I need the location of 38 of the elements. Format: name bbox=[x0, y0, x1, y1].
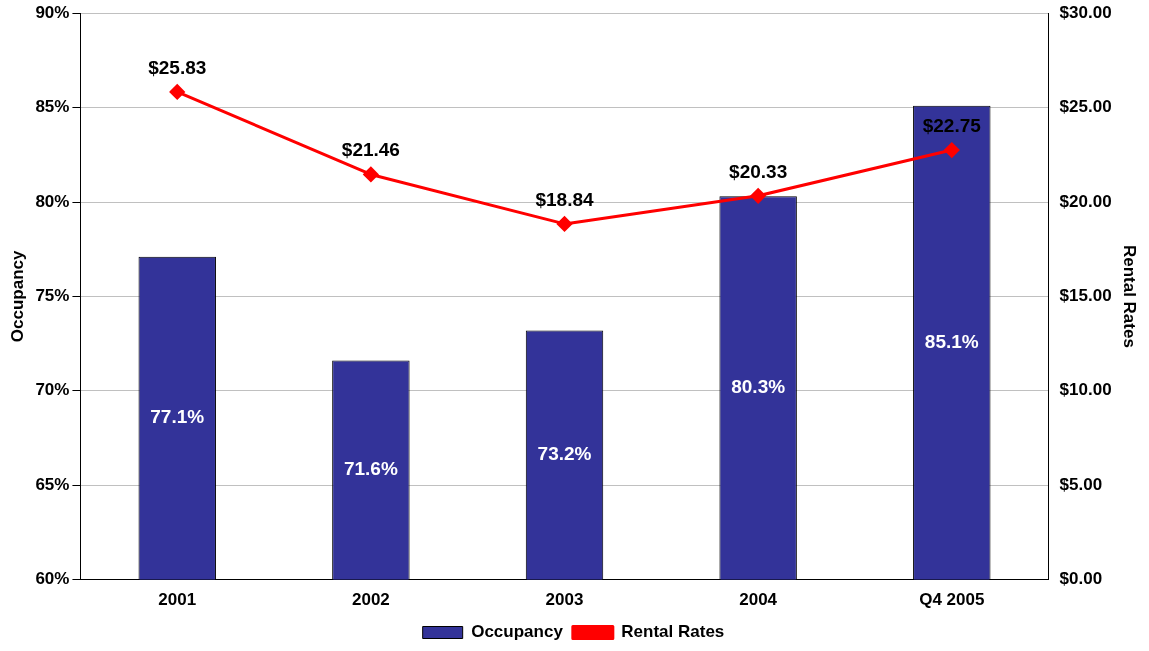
y2-tick-label: $10.00 bbox=[1059, 380, 1112, 400]
y2-axis-title: Rental Rates bbox=[1120, 244, 1140, 348]
data-label: $18.84 bbox=[535, 188, 594, 210]
legend-label: Occupancy bbox=[471, 622, 564, 642]
point bbox=[750, 188, 766, 204]
data-label: $22.75 bbox=[922, 114, 982, 136]
data-label: 85.1% bbox=[924, 330, 979, 352]
point bbox=[363, 166, 379, 182]
y-tick-label: 75% bbox=[35, 286, 70, 306]
y2-tick-label: $0.00 bbox=[1059, 569, 1103, 589]
x-tick-label: 2002 bbox=[351, 590, 390, 610]
data-label: 80.3% bbox=[731, 376, 786, 398]
y2-tick-label: $5.00 bbox=[1059, 474, 1103, 494]
data-label: 77.1% bbox=[150, 406, 205, 428]
legend-label: Rental Rates bbox=[621, 622, 725, 642]
y-axis-title: Occupancy bbox=[7, 250, 27, 343]
x-tick-label: 2001 bbox=[158, 590, 197, 610]
x-tick-label: Q4 2005 bbox=[919, 590, 985, 610]
point bbox=[944, 142, 960, 158]
y-tick-label: 90% bbox=[35, 2, 70, 22]
y2-tick-label: $20.00 bbox=[1059, 191, 1112, 211]
data-label: 71.6% bbox=[343, 458, 398, 480]
y-tick-label: 65% bbox=[35, 474, 70, 494]
y2-tick-label: $25.00 bbox=[1059, 97, 1112, 117]
data-label: $21.46 bbox=[341, 139, 400, 161]
data-label: $25.83 bbox=[148, 56, 207, 78]
data-label: $20.33 bbox=[729, 160, 788, 182]
y-tick-label: 70% bbox=[35, 380, 70, 400]
y-tick-label: 85% bbox=[35, 97, 70, 117]
point bbox=[557, 216, 573, 232]
x-tick-label: 2003 bbox=[545, 590, 584, 610]
y2-tick-label: $15.00 bbox=[1059, 286, 1112, 306]
y-tick-label: 80% bbox=[35, 191, 70, 211]
y2-tick-label: $30.00 bbox=[1059, 2, 1112, 22]
y-tick-label: 60% bbox=[35, 569, 70, 589]
data-label: 73.2% bbox=[537, 443, 592, 465]
point bbox=[169, 84, 185, 100]
x-tick-label: 2004 bbox=[739, 590, 778, 610]
